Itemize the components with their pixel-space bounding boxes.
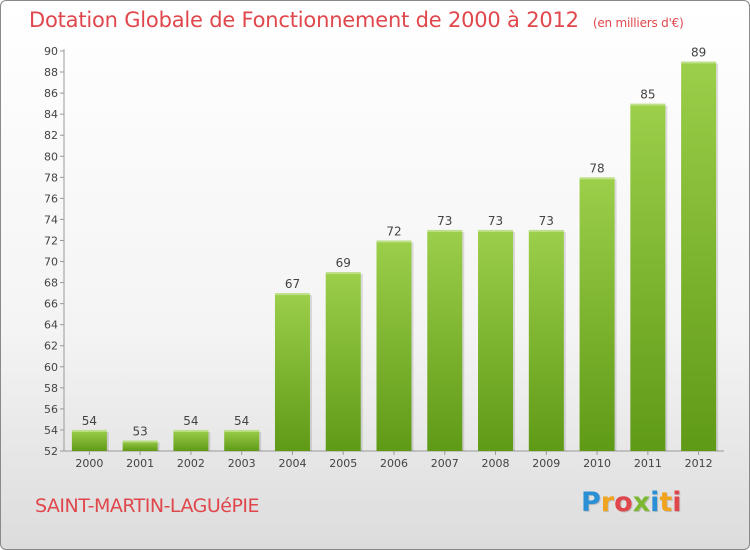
bar [376, 240, 412, 451]
bar [579, 177, 615, 451]
y-tick-label: 68 [44, 277, 58, 290]
proxiti-logo[interactable]: Proxiti [581, 487, 682, 518]
data-label: 54 [82, 414, 97, 428]
y-tick-label: 56 [44, 403, 58, 416]
bar-highlight [173, 429, 209, 432]
y-tick-label: 66 [44, 298, 58, 311]
x-tick-label: 2007 [431, 457, 459, 470]
x-tick-label: 2000 [75, 457, 103, 470]
data-label: 89 [691, 46, 706, 60]
bar [427, 229, 463, 451]
logo-letter: i [672, 487, 682, 518]
bar [528, 229, 564, 451]
y-tick-label: 86 [44, 87, 58, 100]
data-label: 54 [183, 414, 198, 428]
bar-highlight [681, 61, 717, 64]
bar-highlight [325, 272, 361, 275]
y-tick-label: 80 [44, 150, 58, 163]
logo-letter: t [659, 487, 673, 518]
chart-title: Dotation Globale de Fonctionnement de 20… [29, 8, 684, 32]
x-tick-label: 2010 [583, 457, 611, 470]
bar-highlight [122, 440, 158, 443]
y-tick-label: 70 [44, 256, 58, 269]
data-label: 72 [386, 224, 401, 238]
logo-letter: i [650, 487, 660, 518]
bar-highlight [478, 229, 514, 232]
bar [71, 429, 107, 451]
y-tick-label: 60 [44, 361, 58, 374]
bar-highlight [376, 240, 412, 243]
data-label: 85 [640, 88, 655, 102]
x-tick-label: 2003 [228, 457, 256, 470]
bar [122, 440, 158, 451]
chart-subtitle: (en milliers d'€) [592, 16, 684, 30]
x-tick-label: 2006 [380, 457, 408, 470]
logo-letter: o [614, 487, 633, 518]
y-tick-label: 82 [44, 129, 58, 142]
y-tick-label: 90 [44, 45, 58, 58]
data-label: 73 [539, 214, 554, 228]
data-label: 53 [133, 424, 148, 438]
bar [630, 103, 666, 451]
data-label: 78 [589, 161, 604, 175]
x-tick-label: 2009 [532, 457, 560, 470]
y-tick-label: 52 [44, 445, 58, 458]
logo-letter: x [632, 487, 651, 518]
bar [274, 293, 310, 451]
bar-highlight [274, 293, 310, 296]
bar-highlight [71, 429, 107, 432]
x-tick-label: 2004 [278, 457, 306, 470]
bar [224, 429, 260, 451]
data-label: 69 [336, 256, 351, 270]
y-tick-label: 84 [44, 108, 58, 121]
bar [681, 61, 717, 452]
data-label: 54 [234, 414, 249, 428]
y-tick-label: 72 [44, 234, 58, 247]
y-tick-label: 88 [44, 66, 58, 79]
data-label: 73 [488, 214, 503, 228]
bar-highlight [224, 429, 260, 432]
chart-title-text: Dotation Globale de Fonctionnement de 20… [29, 8, 579, 32]
logo-letter: P [581, 487, 601, 518]
data-label: 73 [437, 214, 452, 228]
bar-highlight [528, 229, 564, 232]
x-tick-label: 2005 [329, 457, 357, 470]
bar-highlight [579, 177, 615, 180]
bar [325, 272, 361, 451]
x-tick-label: 2012 [685, 457, 713, 470]
commune-name: SAINT-MARTIN-LAGUéPIE [35, 495, 260, 517]
bar [478, 229, 514, 451]
y-tick-label: 64 [44, 319, 58, 332]
bar [173, 429, 209, 451]
y-tick-label: 76 [44, 192, 58, 205]
x-tick-label: 2001 [126, 457, 154, 470]
x-tick-label: 2008 [482, 457, 510, 470]
y-tick-label: 62 [44, 340, 58, 353]
logo-letter: r [600, 487, 615, 518]
y-tick-label: 78 [44, 171, 58, 184]
x-tick-label: 2002 [177, 457, 205, 470]
y-tick-label: 58 [44, 382, 58, 395]
y-tick-label: 54 [44, 424, 58, 437]
data-label: 67 [285, 277, 300, 291]
x-tick-label: 2011 [634, 457, 662, 470]
bar-highlight [427, 229, 463, 232]
y-tick-label: 74 [44, 213, 58, 226]
bar-highlight [630, 103, 666, 106]
